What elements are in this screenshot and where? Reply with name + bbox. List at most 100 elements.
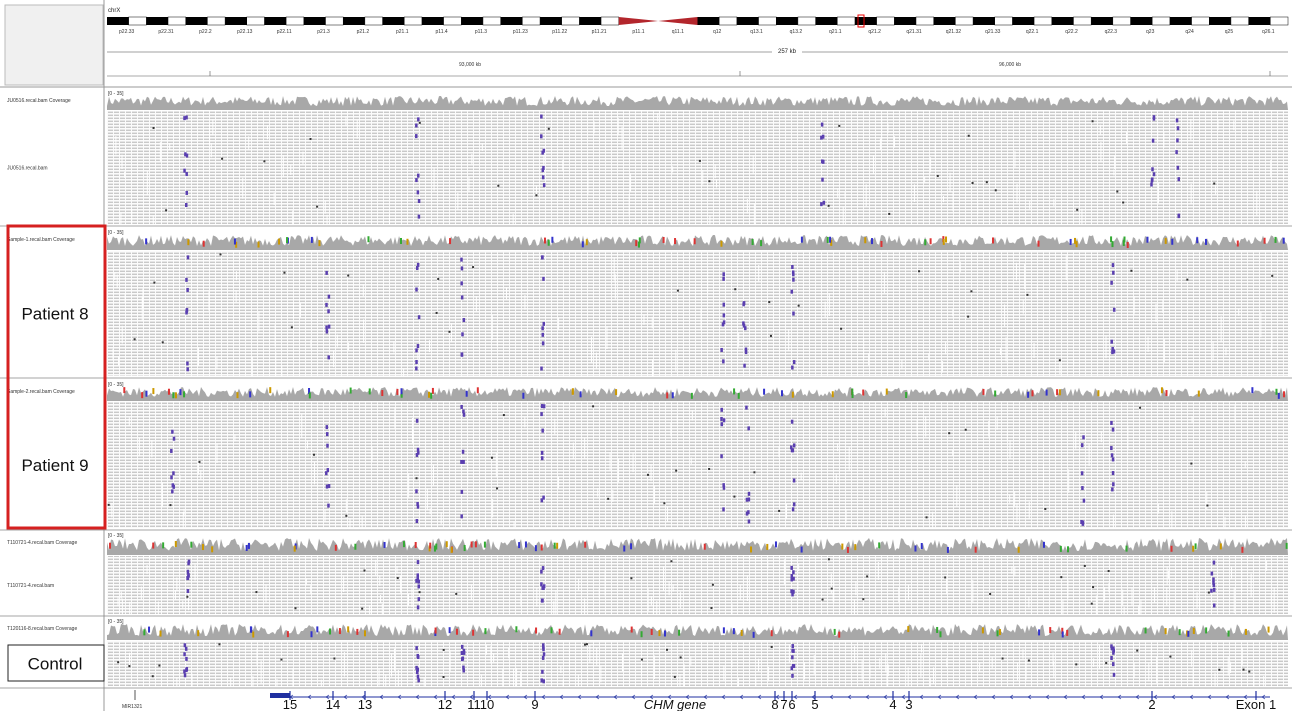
mismatch [1126, 546, 1128, 552]
read-gap [884, 272, 885, 293]
read-gap [917, 420, 918, 437]
read-gap [1228, 656, 1229, 675]
mismatch [939, 631, 941, 637]
read-gap [1231, 566, 1232, 579]
read-gap [433, 465, 434, 485]
read-gap [1104, 587, 1105, 601]
read-gap [942, 361, 943, 373]
read-gap [1151, 647, 1152, 665]
variant [185, 657, 188, 661]
variant [461, 295, 464, 299]
variant [821, 123, 824, 127]
mismatch [1251, 387, 1253, 393]
read-gap [337, 335, 338, 347]
variant [541, 429, 544, 433]
read-gap [441, 512, 442, 524]
mismatch [1286, 543, 1288, 549]
mismatch [143, 629, 145, 635]
read-gap [845, 192, 846, 198]
variant [586, 643, 588, 645]
read-gap [849, 447, 850, 470]
mismatch [551, 627, 553, 633]
read-gap [121, 592, 122, 599]
variant [1112, 471, 1115, 475]
read-gap [1148, 337, 1149, 352]
coverage-label: Sample-1.recal.bam Coverage [7, 237, 75, 243]
read-gap [457, 193, 458, 210]
mismatch [1283, 391, 1285, 397]
mismatch [750, 546, 752, 552]
variant [630, 577, 632, 579]
read-gap [992, 657, 993, 668]
read-gap [1062, 600, 1063, 619]
mismatch [472, 630, 474, 636]
exon-label: 11 [467, 697, 481, 711]
variant [712, 584, 714, 586]
variant [184, 152, 187, 156]
variant [415, 123, 418, 127]
read-gap [887, 665, 888, 679]
variant [417, 344, 420, 348]
variant [462, 668, 465, 672]
read-gap [925, 417, 926, 437]
variant [1213, 588, 1216, 592]
variant [186, 191, 189, 195]
variant [415, 646, 418, 650]
mismatch [1111, 241, 1113, 247]
read-gap [1053, 199, 1054, 206]
variant [325, 325, 328, 329]
mismatch [936, 627, 938, 633]
variant [1110, 421, 1113, 425]
variant [972, 182, 974, 184]
read-gap [1007, 431, 1008, 441]
mismatch [947, 547, 949, 553]
read-gap [560, 666, 561, 673]
variant [462, 409, 465, 413]
variant [1110, 656, 1113, 660]
variant [1212, 577, 1215, 581]
read-gap [977, 200, 978, 214]
read-gap [908, 585, 909, 601]
band [798, 17, 816, 25]
variant [723, 418, 726, 422]
mismatch [318, 240, 320, 246]
variant [542, 647, 545, 651]
read-gap [147, 565, 148, 574]
read-gap [119, 513, 120, 530]
variant [185, 172, 188, 176]
read-gap [935, 143, 936, 158]
read-gap [972, 580, 973, 602]
variant [186, 308, 189, 312]
read-gap [1213, 341, 1214, 360]
read-gap [124, 172, 125, 178]
variant [542, 656, 545, 660]
read-gap [476, 296, 477, 311]
variant [185, 203, 188, 207]
variant [723, 313, 726, 317]
variant [461, 332, 464, 336]
variant [828, 205, 830, 207]
read-gap [731, 604, 732, 617]
mismatch [907, 626, 909, 632]
variant [461, 490, 464, 494]
variant [134, 338, 136, 340]
variant [584, 644, 586, 646]
variant [326, 444, 329, 448]
band-label: q21.32 [946, 29, 962, 35]
read-gap [814, 655, 815, 674]
variant [1151, 167, 1154, 171]
mismatch [430, 393, 432, 399]
read-gap [508, 648, 509, 658]
band [304, 17, 326, 25]
read-gap [394, 408, 395, 428]
read-gap [680, 592, 681, 609]
band [483, 17, 501, 25]
variant [641, 659, 643, 661]
variant [1176, 118, 1179, 122]
read-gap [208, 292, 209, 311]
mismatch [252, 631, 254, 637]
variant [543, 149, 546, 153]
read-gap [1154, 587, 1155, 603]
read-gap [1009, 495, 1010, 503]
variant [745, 406, 748, 410]
